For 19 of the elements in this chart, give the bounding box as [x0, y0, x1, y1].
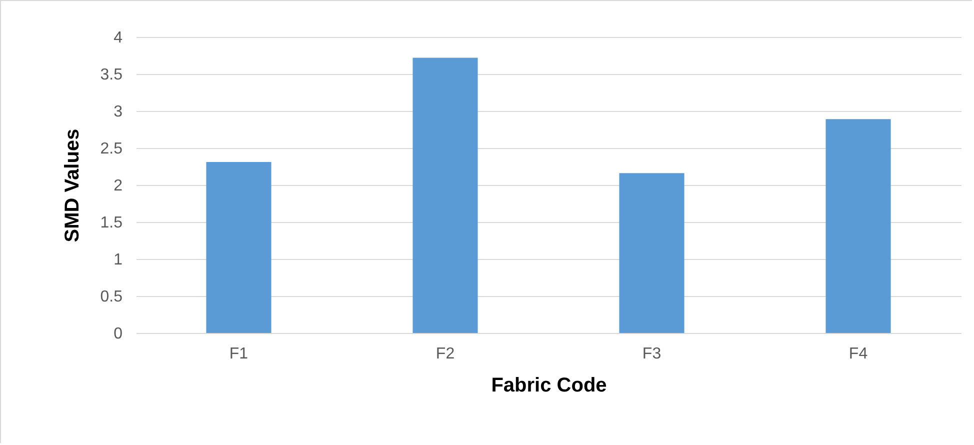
y-tick-label: 1	[114, 252, 123, 268]
y-tick-label: 3.5	[100, 66, 123, 84]
x-tick-label: F1	[229, 346, 248, 362]
x-tick-label: F2	[436, 346, 455, 362]
x-tick-label: F3	[642, 346, 662, 362]
y-tick-label: 3	[114, 104, 123, 120]
y-tick-label: 1.5	[100, 214, 123, 232]
bar	[619, 173, 684, 333]
y-axis-title: SMD Values	[61, 128, 84, 242]
bar	[826, 119, 891, 333]
x-axis-title: Fabric Code	[491, 374, 607, 396]
y-tick-label: 2	[114, 178, 123, 194]
y-tick-label: 2.5	[100, 140, 123, 158]
y-tick-label: 0.5	[100, 288, 123, 306]
y-tick-label: 0	[114, 326, 123, 342]
bar	[412, 58, 478, 333]
bar	[206, 162, 272, 333]
x-tick-label: F4	[848, 346, 868, 362]
y-tick-label: 4	[114, 30, 123, 46]
